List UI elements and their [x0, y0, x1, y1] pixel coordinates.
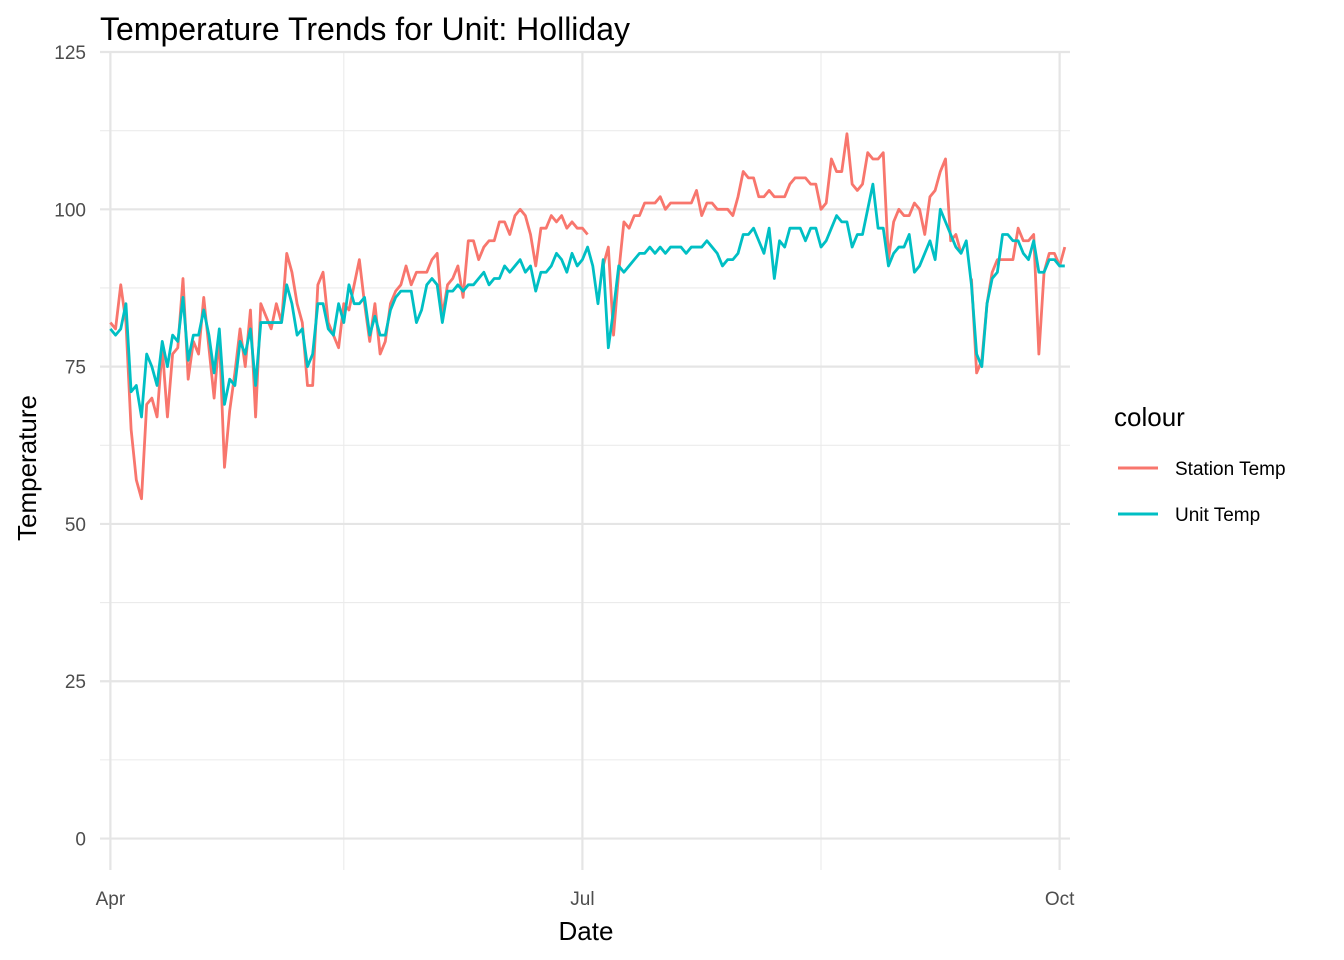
y-tick-label: 25 — [65, 672, 86, 693]
y-tick-label: 125 — [54, 43, 86, 64]
y-tick-label: 75 — [65, 358, 86, 379]
legend-entry: Unit Temp — [1118, 505, 1260, 526]
x-axis-ticks: Apr Jul Oct — [96, 889, 1076, 910]
series-lines — [109, 132, 1067, 501]
legend-label: Station Temp — [1175, 459, 1286, 480]
legend-entry: Station Temp — [1118, 459, 1286, 480]
x-tick-label: Apr — [96, 889, 126, 910]
y-axis-title: Temperature — [12, 395, 42, 541]
y-axis-ticks: 0 25 50 75 100 125 — [54, 43, 86, 851]
legend-label: Unit Temp — [1175, 505, 1260, 526]
x-tick-label: Jul — [570, 889, 594, 910]
legend-entries: Station Temp Unit Temp — [1118, 459, 1286, 526]
y-tick-label: 50 — [65, 515, 86, 536]
series-line-1 — [109, 182, 1065, 419]
x-tick-label: Oct — [1045, 889, 1075, 910]
legend-title: colour — [1114, 402, 1185, 432]
y-tick-label: 100 — [54, 200, 86, 221]
grid — [100, 50, 1070, 870]
series-line-0 — [109, 132, 1067, 501]
y-tick-label: 0 — [75, 830, 86, 851]
legend: colour Station Temp Unit Temp — [1114, 402, 1286, 526]
x-axis-title: Date — [559, 916, 614, 946]
chart-title: Temperature Trends for Unit: Holliday — [100, 11, 630, 47]
